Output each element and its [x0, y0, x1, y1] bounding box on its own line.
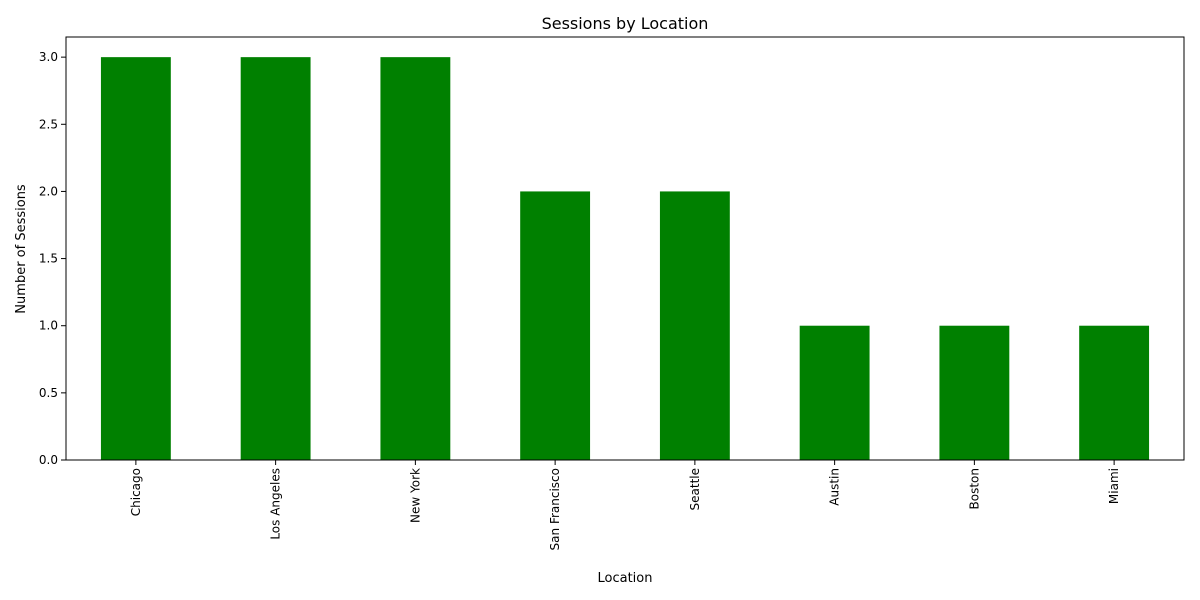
x-tick-label-miami: Miami: [1107, 468, 1121, 504]
y-tick-label: 2.5: [39, 117, 58, 131]
bar-los-angeles: [240, 57, 311, 461]
y-axis: 0.0 0.5 1.0 1.5 2.0 2.5 3.0: [39, 50, 66, 467]
x-tick-label-austin: Austin: [828, 468, 842, 506]
x-tick-label-chicago: Chicago: [129, 468, 143, 516]
bars-layer: [100, 57, 1150, 461]
y-tick-label: 1.0: [39, 319, 58, 333]
bar-miami: [1079, 325, 1150, 460]
x-axis-label: Location: [598, 571, 653, 586]
bar-san-francisco: [520, 191, 591, 460]
y-tick-label: 0.0: [39, 453, 58, 467]
plot-frame: [65, 36, 1185, 461]
bar-new-york: [380, 57, 451, 461]
y-tick-label: 3.0: [39, 50, 58, 64]
y-tick-label: 1.5: [39, 252, 58, 266]
bar-boston: [939, 325, 1010, 460]
y-tick-label: 0.5: [39, 386, 58, 400]
x-tick-label-new-york: New York: [408, 468, 422, 523]
x-tick-label-boston: Boston: [967, 468, 981, 509]
chart-title: Sessions by Location: [542, 14, 709, 33]
x-tick-label-seattle: Seattle: [688, 468, 702, 510]
bar-austin: [799, 325, 870, 460]
x-axis: Chicago Los Angeles New York San Francisco S…: [129, 460, 1121, 550]
x-tick-label-los-angeles: Los Angeles: [269, 468, 283, 540]
bar-seattle: [659, 191, 730, 460]
y-axis-label: Number of Sessions: [14, 184, 29, 314]
x-tick-label-san-francisco: San Francisco: [548, 468, 562, 550]
y-tick-label: 2.0: [39, 184, 58, 198]
bar-chicago: [100, 57, 171, 461]
